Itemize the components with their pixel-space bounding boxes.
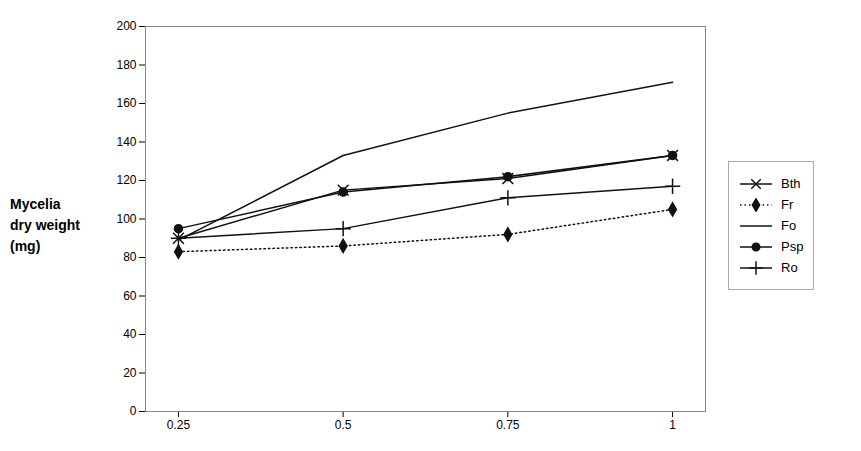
svg-text:160: 160 bbox=[116, 96, 136, 110]
svg-text:100: 100 bbox=[116, 211, 136, 225]
svg-text:0.25: 0.25 bbox=[167, 418, 191, 432]
svg-text:1: 1 bbox=[669, 418, 676, 432]
svg-text:0: 0 bbox=[130, 404, 137, 418]
svg-text:40: 40 bbox=[123, 327, 137, 341]
svg-text:120: 120 bbox=[116, 173, 136, 187]
html-text:Fr: Fr bbox=[781, 197, 794, 212]
svg-text:20: 20 bbox=[123, 365, 137, 379]
html-text:Psp: Psp bbox=[781, 239, 804, 254]
svg-text:140: 140 bbox=[116, 134, 136, 148]
html-text:(mg): (mg) bbox=[10, 238, 41, 254]
svg-text:0.5: 0.5 bbox=[335, 418, 352, 432]
html-text:Mycelia: Mycelia bbox=[10, 196, 61, 212]
html-text:dry weight: dry weight bbox=[10, 217, 80, 233]
svg-text:180: 180 bbox=[116, 57, 136, 71]
svg-text:200: 200 bbox=[116, 19, 136, 33]
html-text:Ro: Ro bbox=[781, 260, 798, 275]
html-text:Bth: Bth bbox=[781, 176, 801, 191]
html-text:Fo: Fo bbox=[781, 218, 797, 233]
svg-text:60: 60 bbox=[123, 288, 137, 302]
svg-text:80: 80 bbox=[123, 250, 137, 264]
svg-text:0.75: 0.75 bbox=[496, 418, 520, 432]
